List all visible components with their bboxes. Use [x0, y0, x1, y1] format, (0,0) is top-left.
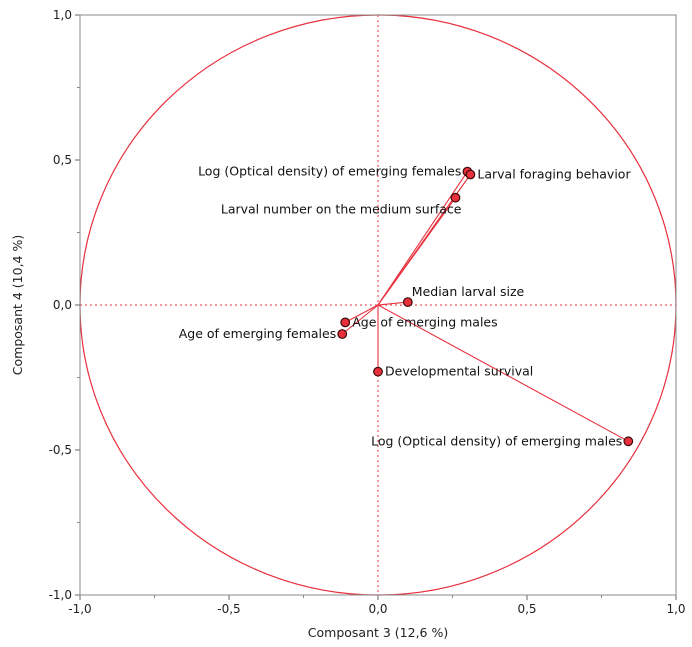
loading-point — [465, 169, 476, 180]
loading-vector — [344, 304, 379, 323]
loading-point — [402, 297, 413, 308]
x-tick-label: -0,5 — [217, 602, 240, 616]
plot-frame — [79, 14, 677, 596]
loading-vector — [377, 301, 408, 306]
x-tick-label: 0,0 — [368, 602, 387, 616]
variable-label: Log (Optical density) of emerging males — [371, 433, 622, 448]
variable-label: Log (Optical density) of emerging female… — [198, 164, 461, 179]
x-axis-title: Composant 3 (12,6 %) — [308, 625, 448, 640]
y-tick-label: 0,0 — [53, 298, 72, 312]
variable-label: Larval number on the medium surface — [221, 202, 462, 217]
loading-point — [337, 329, 348, 339]
x-tick-label: -1,0 — [68, 602, 91, 616]
loading-point — [340, 317, 351, 328]
y-tick-label: 1,0 — [53, 8, 72, 22]
variable-label: Median larval size — [412, 284, 525, 299]
y-tick-label: -1,0 — [49, 588, 72, 602]
variable-label: Age of emerging males — [352, 314, 497, 329]
loading-vector — [377, 304, 629, 442]
variable-label: Age of emerging females — [179, 326, 337, 341]
x-tick-label: 1,0 — [666, 602, 685, 616]
y-tick-label: 0,5 — [53, 153, 72, 167]
y-tick-label: -0,5 — [49, 443, 72, 457]
x-tick-label: 0,5 — [517, 602, 536, 616]
variable-label: Larval foraging behavior — [477, 167, 631, 182]
loading-point — [450, 192, 461, 203]
y-axis-title: Composant 4 (10,4 %) — [10, 235, 25, 375]
loading-vector — [377, 197, 456, 306]
loading-vector — [341, 304, 379, 335]
loading-point — [623, 436, 634, 447]
variable-label: Developmental survival — [385, 364, 533, 379]
loading-point — [373, 366, 383, 377]
